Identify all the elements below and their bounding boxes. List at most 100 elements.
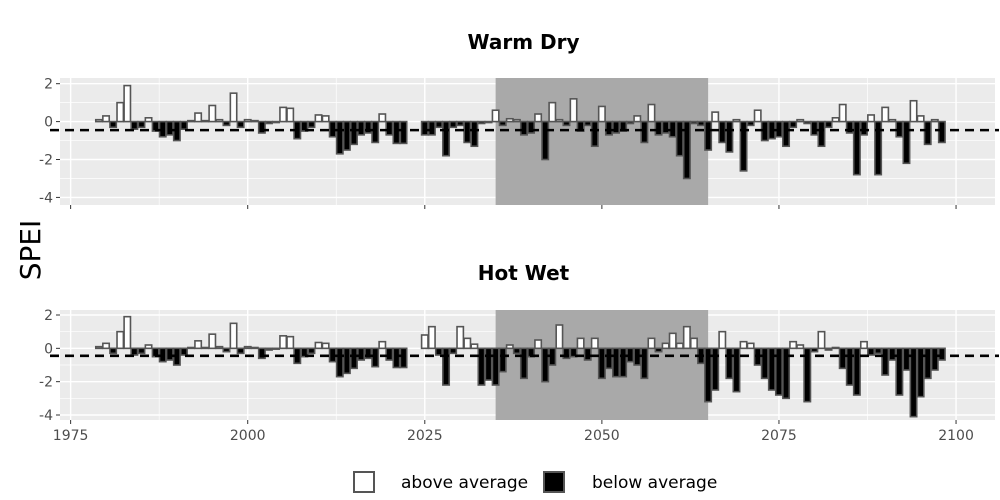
bar-below-average — [307, 120, 316, 129]
bar-above-average — [420, 334, 429, 350]
bar-below-average — [697, 120, 706, 127]
bar-below-average — [349, 347, 358, 370]
bar-below-average — [654, 120, 663, 136]
bar-above-average — [930, 118, 939, 123]
bar-above-average — [555, 324, 564, 350]
bar-above-average — [279, 335, 288, 350]
panel-0: -4 -2 0 2 Warm Dry — [39, 30, 999, 209]
bar-below-average — [845, 347, 854, 386]
bar-below-average — [852, 347, 861, 396]
bar-above-average — [456, 325, 465, 350]
bar-above-average — [201, 119, 210, 123]
bar-above-average — [187, 119, 196, 123]
bar-below-average — [782, 347, 791, 400]
bar-above-average — [817, 330, 826, 350]
bar-below-average — [385, 120, 394, 136]
bar-above-average — [102, 342, 111, 350]
bar-above-average — [548, 101, 557, 123]
bar-above-average — [859, 340, 868, 350]
bar-below-average — [477, 120, 486, 125]
bar-below-average — [420, 120, 429, 136]
bar-below-average — [165, 347, 174, 361]
bar-below-average — [491, 347, 500, 386]
bar-above-average — [243, 118, 252, 123]
bar-below-average — [817, 120, 826, 148]
bar-above-average — [753, 109, 762, 123]
bar-above-average — [789, 340, 798, 350]
bar-below-average — [371, 120, 380, 144]
bar-below-average — [803, 120, 812, 125]
y-tick-label: 0 — [44, 115, 53, 131]
bar-above-average — [682, 325, 691, 350]
x-tick-label: 2025 — [407, 428, 443, 444]
bar-above-average — [314, 341, 323, 350]
bar-below-average — [477, 347, 486, 386]
bar-below-average — [704, 120, 713, 151]
bar-above-average — [512, 118, 521, 123]
bar-below-average — [569, 347, 578, 358]
panel-1: -4 -2 0 2 1975 2000 2025 2050 2075 2100 Hot Wet — [39, 261, 999, 444]
bar-below-average — [562, 120, 571, 127]
bar-above-average — [867, 114, 876, 123]
bar-below-average — [335, 347, 344, 378]
panel-title: Warm Dry — [467, 30, 579, 54]
bar-below-average — [137, 120, 146, 129]
bar-below-average — [392, 347, 401, 369]
bar-above-average — [838, 103, 847, 123]
bar-below-average — [442, 120, 451, 157]
bar-below-average — [923, 347, 932, 380]
bar-below-average — [484, 347, 493, 381]
bar-above-average — [534, 339, 543, 350]
bar-above-average — [796, 118, 805, 123]
bar-above-average — [909, 99, 918, 123]
bar-below-average — [902, 120, 911, 165]
shaded-period — [495, 78, 709, 205]
bar-above-average — [888, 118, 897, 123]
bar-below-average — [385, 347, 394, 361]
bar-above-average — [463, 337, 472, 350]
bar-below-average — [888, 347, 897, 361]
bar-below-average — [519, 120, 528, 136]
bar-above-average — [250, 346, 259, 350]
bar-above-average — [675, 342, 684, 350]
bar-below-average — [760, 347, 769, 380]
bar-below-average — [583, 120, 592, 127]
bar-above-average — [187, 346, 196, 350]
bar-above-average — [661, 342, 670, 350]
bar-above-average — [597, 105, 606, 123]
bar-below-average — [456, 120, 465, 127]
bar-below-average — [881, 347, 890, 376]
bar-above-average — [491, 109, 500, 123]
bar-below-average — [427, 120, 436, 136]
bar-below-average — [874, 120, 883, 176]
bar-above-average — [590, 337, 599, 350]
bar-above-average — [576, 337, 585, 350]
y-tick-label: -2 — [39, 153, 53, 169]
bar-above-average — [250, 119, 259, 123]
bar-below-average — [725, 347, 734, 380]
bar-above-average — [144, 344, 153, 350]
bar-below-average — [165, 120, 174, 136]
bar-above-average — [116, 101, 125, 123]
legend-label-below-average: below average — [592, 473, 717, 493]
bar-above-average — [94, 345, 103, 350]
bar-below-average — [612, 347, 621, 378]
x-tick-label: 2050 — [584, 428, 620, 444]
y-tick-label: -4 — [39, 190, 53, 206]
x-tick-label: 2075 — [761, 428, 797, 444]
bar-below-average — [498, 120, 507, 127]
bar-above-average — [208, 333, 217, 350]
bar-above-average — [739, 340, 748, 350]
bar-below-average — [923, 120, 932, 146]
bar-below-average — [130, 347, 139, 356]
bar-below-average — [803, 347, 812, 403]
bar-below-average — [392, 120, 401, 145]
bar-below-average — [810, 347, 819, 353]
bar-below-average — [179, 120, 188, 130]
bar-below-average — [746, 120, 755, 127]
bar-above-average — [321, 342, 330, 350]
bar-above-average — [427, 325, 436, 350]
bar-below-average — [937, 120, 946, 144]
bar-below-average — [527, 120, 536, 134]
